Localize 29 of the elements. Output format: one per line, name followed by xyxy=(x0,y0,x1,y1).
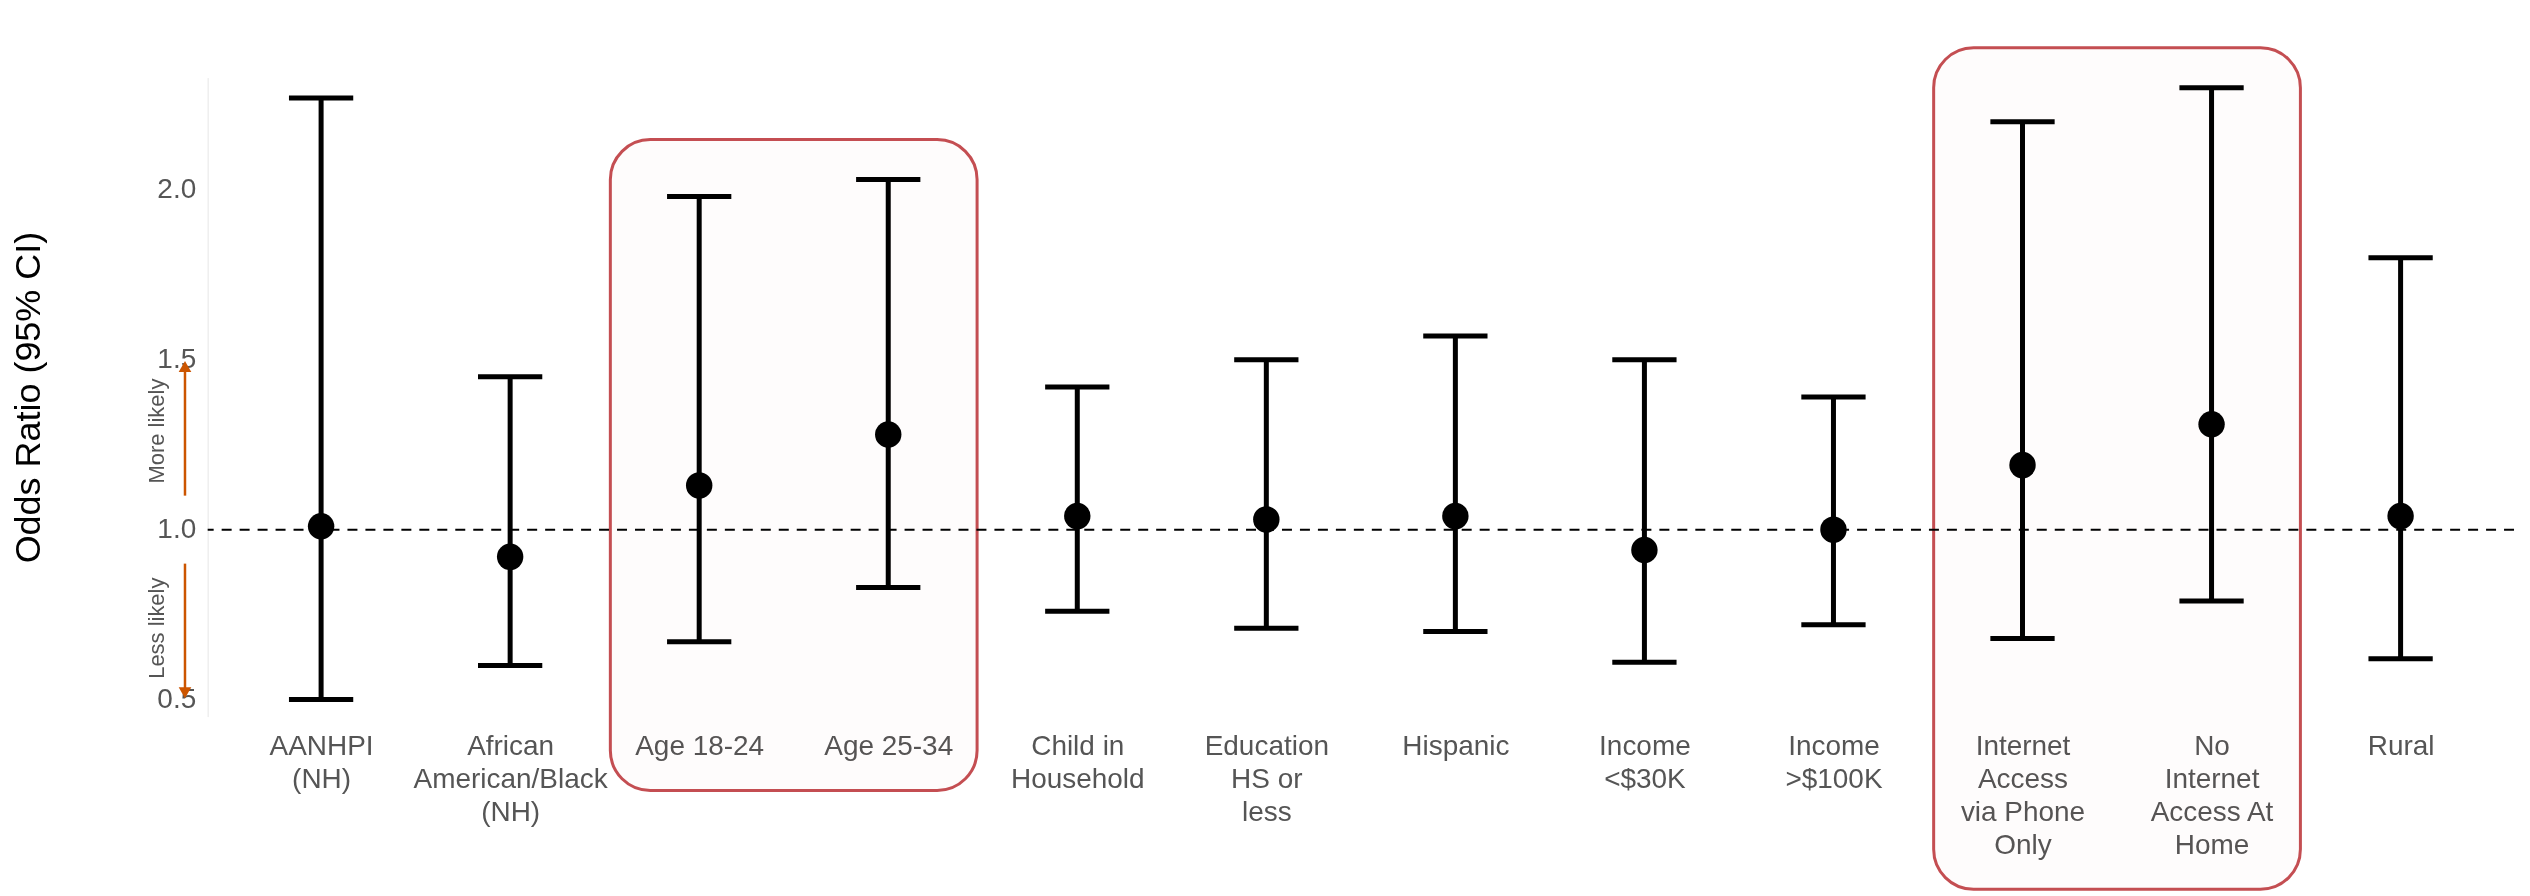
x-tick-label: Rural xyxy=(2367,730,2435,762)
point xyxy=(1442,502,1469,530)
x-tick-label: AANHPI (NH) xyxy=(269,730,374,794)
x-tick-label: Age 18-24 xyxy=(635,730,765,762)
x-tick-label: No Internet Access At Home xyxy=(2150,730,2274,860)
y-tick-label: 2.0 xyxy=(157,173,197,205)
text: More likely xyxy=(144,378,170,484)
point xyxy=(685,472,713,499)
x-tick-label: Education HS or less xyxy=(1204,730,1329,827)
point xyxy=(2387,502,2414,530)
point xyxy=(2198,411,2225,438)
x-tick-label: African American/Black (NH) xyxy=(413,730,609,827)
point xyxy=(307,513,335,540)
x-tick-label: Hispanic xyxy=(1402,730,1510,762)
x-tick-label: Income >$100K xyxy=(1785,730,1883,794)
point xyxy=(1253,506,1280,533)
point xyxy=(1064,502,1091,530)
x-tick-label: Income <$30K xyxy=(1599,730,1691,794)
x-tick-label: Age 25-34 xyxy=(824,730,954,762)
text: Less likely xyxy=(144,577,170,679)
x-tick-label: Child in Household xyxy=(1010,730,1145,794)
point xyxy=(875,421,902,448)
y-axis-title: Odds Ratio (95% CI) xyxy=(6,231,48,564)
y-tick-label: 1.0 xyxy=(157,513,197,545)
point xyxy=(496,543,524,571)
point xyxy=(2009,451,2036,479)
point xyxy=(1820,516,1847,543)
x-tick-label: Internet Access via Phone Only xyxy=(1960,730,2086,860)
point xyxy=(1631,536,1658,564)
